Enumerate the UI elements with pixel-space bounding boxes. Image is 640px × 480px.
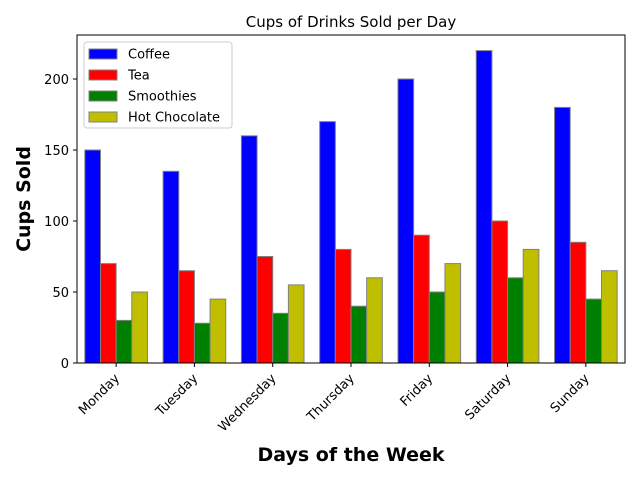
x-tick-label: Saturday — [462, 371, 514, 423]
bar — [178, 270, 195, 364]
bar — [162, 170, 180, 364]
bar — [601, 270, 618, 364]
legend-swatch — [88, 69, 118, 81]
bar — [256, 256, 274, 364]
bar — [413, 234, 430, 364]
y-tick-label: 50 — [52, 286, 69, 301]
x-tick-label: Friday — [398, 371, 437, 410]
legend-swatch — [88, 48, 118, 60]
bar — [428, 291, 446, 364]
legend-entry-label: Hot Chocolate — [128, 111, 220, 126]
bar — [507, 277, 524, 364]
bar — [350, 305, 368, 364]
bar — [585, 298, 603, 364]
legend-entry-label: Smoothies — [128, 90, 197, 105]
bar — [522, 248, 540, 364]
series-hot-chocolate — [131, 248, 618, 364]
bar — [491, 220, 509, 364]
bar — [397, 78, 415, 364]
bar — [115, 319, 133, 364]
legend-box — [83, 41, 233, 129]
bar — [131, 291, 148, 364]
x-axis-title: Days of the Week — [257, 444, 444, 466]
bar — [444, 263, 462, 364]
bar — [475, 50, 493, 364]
bar — [569, 241, 587, 364]
bar — [84, 149, 101, 364]
bar — [319, 121, 336, 364]
series-smoothies — [115, 277, 603, 364]
y-tick-label: 200 — [44, 73, 69, 88]
y-tick-label: 0 — [61, 357, 69, 372]
x-tick-label: Tuesday — [153, 371, 202, 420]
bar — [334, 248, 352, 364]
bar — [366, 277, 383, 364]
legend-swatch — [88, 111, 118, 123]
x-tick-label: Wednesday — [216, 371, 280, 435]
bar — [272, 312, 289, 364]
chart-title: Cups of Drinks Sold per Day — [246, 13, 457, 31]
series-coffee — [84, 50, 571, 364]
y-tick-label: 100 — [44, 215, 69, 230]
bar — [554, 106, 571, 364]
legend-entry-label: Coffee — [128, 48, 170, 63]
x-tick-label: Thursday — [304, 371, 358, 425]
bar — [240, 135, 258, 364]
bar — [287, 284, 305, 364]
x-tick-label: Sunday — [548, 371, 593, 416]
legend: Coffee Tea Smoothies Hot Chocolate — [83, 41, 233, 129]
x-tick-label: Monday — [76, 371, 123, 418]
legend-swatch — [88, 90, 118, 102]
bar — [99, 263, 117, 364]
bar — [209, 298, 227, 364]
bar — [193, 322, 211, 364]
y-tick-label: 150 — [44, 144, 69, 159]
y-axis-title: Cups Sold — [13, 146, 35, 252]
legend-entry-label: Tea — [127, 69, 150, 84]
